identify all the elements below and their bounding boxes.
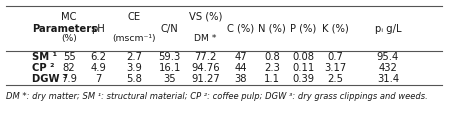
Text: K (%): K (%) xyxy=(322,24,349,34)
Text: 44: 44 xyxy=(235,63,247,73)
Text: 4.9: 4.9 xyxy=(91,63,106,73)
Text: 95.4: 95.4 xyxy=(377,52,399,62)
Text: SM ¹: SM ¹ xyxy=(32,52,57,62)
Text: N (%): N (%) xyxy=(258,24,286,34)
Text: 1.1: 1.1 xyxy=(264,74,280,84)
Text: P (%): P (%) xyxy=(290,24,317,34)
Text: 0.8: 0.8 xyxy=(264,52,280,62)
Text: DGW ³: DGW ³ xyxy=(32,74,67,84)
Text: 82: 82 xyxy=(63,63,75,73)
Text: 2.3: 2.3 xyxy=(264,63,280,73)
Text: 59.3: 59.3 xyxy=(159,52,181,62)
Text: 0.11: 0.11 xyxy=(292,63,314,73)
Text: Parameters: Parameters xyxy=(32,24,97,34)
Text: 3.17: 3.17 xyxy=(324,63,346,73)
Text: 31.4: 31.4 xyxy=(377,74,399,84)
Text: pH: pH xyxy=(91,24,105,34)
Text: 94.76: 94.76 xyxy=(191,63,219,73)
Text: 5.8: 5.8 xyxy=(126,74,142,84)
Text: VS (%): VS (%) xyxy=(189,12,222,22)
Text: 0.7: 0.7 xyxy=(328,52,343,62)
Text: 38: 38 xyxy=(235,74,247,84)
Text: (%): (%) xyxy=(61,34,77,43)
Text: 16.1: 16.1 xyxy=(158,63,181,73)
Text: 6.2: 6.2 xyxy=(91,52,107,62)
Text: MC: MC xyxy=(61,12,77,22)
Text: DM *: dry matter; SM ¹: structural material; CP ²: coffee pulp; DGW ³: dry grass: DM *: dry matter; SM ¹: structural mater… xyxy=(6,92,428,101)
Text: 432: 432 xyxy=(378,63,397,73)
Text: CE: CE xyxy=(128,12,141,22)
Text: 91.27: 91.27 xyxy=(191,74,220,84)
Text: 35: 35 xyxy=(164,74,176,84)
Text: 2.5: 2.5 xyxy=(328,74,343,84)
Text: 7: 7 xyxy=(95,74,101,84)
Text: pᵢ g/L: pᵢ g/L xyxy=(374,24,401,34)
Text: (mscm⁻¹): (mscm⁻¹) xyxy=(112,34,156,43)
Text: C/N: C/N xyxy=(161,24,179,34)
Text: CP ²: CP ² xyxy=(32,63,54,73)
Text: DM *: DM * xyxy=(194,34,217,43)
Text: 2.7: 2.7 xyxy=(126,52,142,62)
Text: 47: 47 xyxy=(235,52,247,62)
Text: 3.9: 3.9 xyxy=(126,63,142,73)
Text: 0.08: 0.08 xyxy=(292,52,314,62)
Text: 7.9: 7.9 xyxy=(61,74,77,84)
Text: 0.39: 0.39 xyxy=(292,74,314,84)
Text: 55: 55 xyxy=(63,52,75,62)
Text: C (%): C (%) xyxy=(228,24,255,34)
Text: 77.2: 77.2 xyxy=(194,52,217,62)
